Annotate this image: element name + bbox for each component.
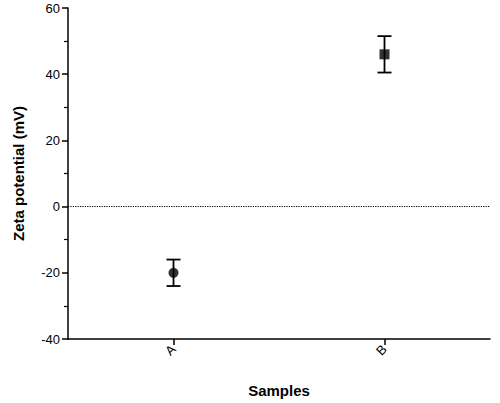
svg-text:60: 60 <box>46 1 60 16</box>
svg-text:-20: -20 <box>41 265 60 280</box>
svg-text:B: B <box>373 342 390 359</box>
svg-text:-40: -40 <box>41 332 60 347</box>
svg-text:20: 20 <box>46 133 60 148</box>
svg-text:40: 40 <box>46 67 60 82</box>
svg-text:Samples: Samples <box>248 382 310 399</box>
svg-text:Zeta potential (mV): Zeta potential (mV) <box>10 106 27 241</box>
svg-text:0: 0 <box>53 199 60 214</box>
svg-text:A: A <box>162 341 179 358</box>
